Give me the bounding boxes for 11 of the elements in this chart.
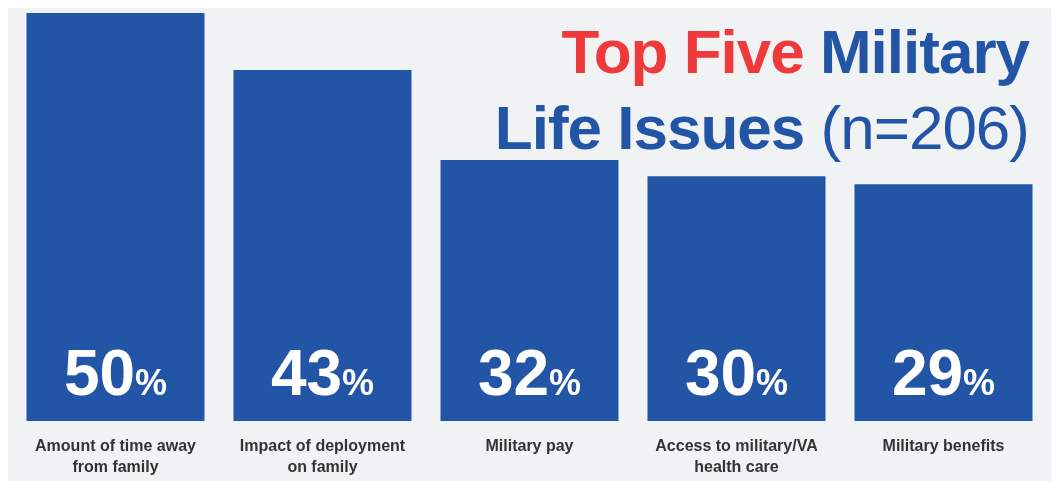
data-label: 50% xyxy=(63,337,168,409)
x-tick-label: Amount of time away from family xyxy=(35,437,197,475)
data-label: 30% xyxy=(684,337,789,409)
data-label: 32% xyxy=(477,337,582,409)
data-label: 43% xyxy=(270,337,375,409)
x-tick-label: Military benefits xyxy=(882,437,1005,454)
data-label: 29% xyxy=(891,337,996,409)
x-tick-label: Access to military/VA health care xyxy=(655,437,819,475)
x-tick-label: Impact of deployment on family xyxy=(239,437,406,475)
x-tick-label: Military pay xyxy=(485,437,574,454)
chart-title: Top Five Military Life Issues (n=206) xyxy=(494,17,1029,162)
